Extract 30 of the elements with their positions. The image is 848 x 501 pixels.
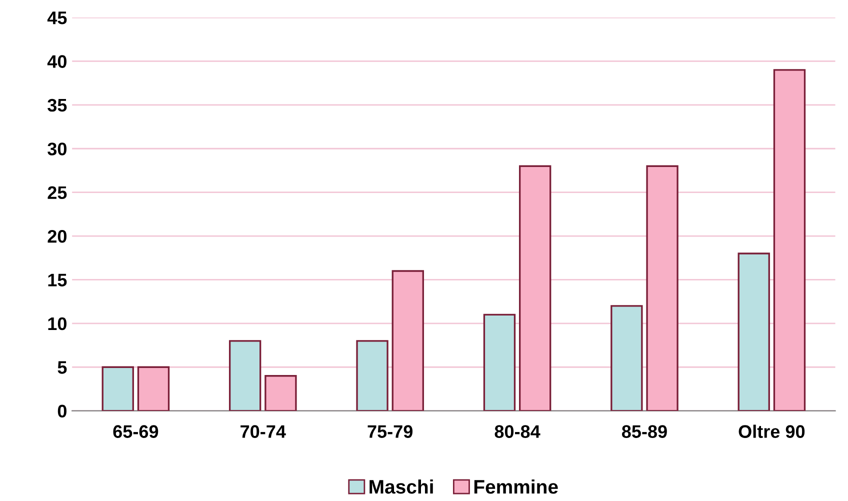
x-tick-label: 65-69: [113, 425, 158, 438]
y-tick-label: 10: [48, 317, 66, 330]
bar: [610, 305, 643, 411]
legend-label: Maschi: [370, 479, 433, 494]
y-tick-label: 15: [48, 274, 67, 286]
bar: [228, 340, 262, 411]
x-tick-label: 70-74: [240, 425, 286, 438]
bar: [102, 366, 134, 411]
bar: [483, 314, 516, 411]
x-tick-label: Oltre 90: [738, 424, 805, 438]
x-tick-label: 80-84: [494, 425, 540, 438]
y-tick-label: 25: [48, 186, 67, 200]
bar: [646, 165, 678, 411]
bar: [773, 69, 806, 411]
bar: [264, 375, 297, 411]
y-tick-label: 20: [48, 230, 66, 243]
y-tick-label: 35: [48, 98, 67, 112]
bar: [356, 340, 388, 411]
legend-label: Femmine: [474, 479, 558, 494]
bar: [137, 366, 170, 411]
bar: [518, 165, 552, 411]
y-tick-label: 0: [58, 404, 66, 418]
bar: [392, 270, 424, 411]
y-tick-label: 40: [47, 55, 66, 68]
y-tick-label: 30: [48, 142, 66, 156]
y-tick-label: 5: [58, 361, 67, 374]
y-tick-label: 45: [47, 12, 67, 24]
x-tick-label: 85-89: [622, 425, 667, 438]
x-tick-label: 75-79: [368, 425, 412, 438]
bar: [738, 252, 770, 411]
